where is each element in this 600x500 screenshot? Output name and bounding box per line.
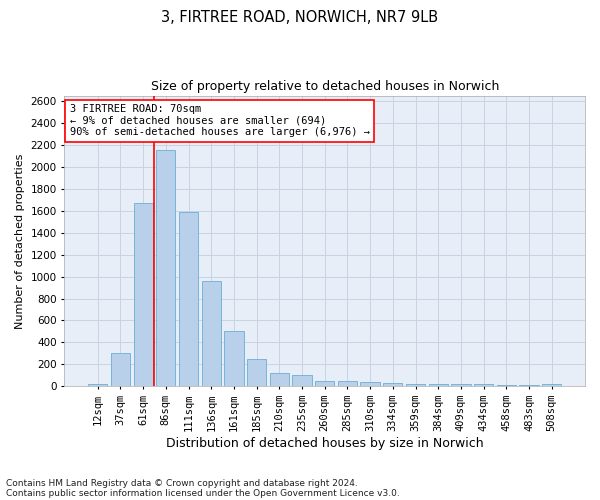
Bar — [111, 354, 130, 386]
Bar — [520, 385, 539, 386]
Bar — [361, 382, 380, 386]
Bar — [179, 212, 198, 386]
Bar — [224, 332, 244, 386]
X-axis label: Distribution of detached houses by size in Norwich: Distribution of detached houses by size … — [166, 437, 484, 450]
Title: Size of property relative to detached houses in Norwich: Size of property relative to detached ho… — [151, 80, 499, 93]
Bar — [474, 384, 493, 386]
Bar — [451, 384, 470, 386]
Bar — [269, 373, 289, 386]
Text: 3 FIRTREE ROAD: 70sqm
← 9% of detached houses are smaller (694)
90% of semi-deta: 3 FIRTREE ROAD: 70sqm ← 9% of detached h… — [70, 104, 370, 138]
Bar — [315, 381, 334, 386]
Text: Contains public sector information licensed under the Open Government Licence v3: Contains public sector information licen… — [6, 488, 400, 498]
Y-axis label: Number of detached properties: Number of detached properties — [15, 153, 25, 328]
Bar — [202, 281, 221, 386]
Bar — [292, 376, 311, 386]
Bar — [428, 384, 448, 386]
Bar — [338, 381, 357, 386]
Bar — [406, 384, 425, 386]
Text: 3, FIRTREE ROAD, NORWICH, NR7 9LB: 3, FIRTREE ROAD, NORWICH, NR7 9LB — [161, 10, 439, 25]
Bar — [156, 150, 175, 386]
Bar — [497, 385, 516, 386]
Bar — [134, 203, 153, 386]
Bar — [247, 359, 266, 386]
Bar — [383, 383, 403, 386]
Text: Contains HM Land Registry data © Crown copyright and database right 2024.: Contains HM Land Registry data © Crown c… — [6, 478, 358, 488]
Bar — [542, 384, 562, 386]
Bar — [88, 384, 107, 386]
